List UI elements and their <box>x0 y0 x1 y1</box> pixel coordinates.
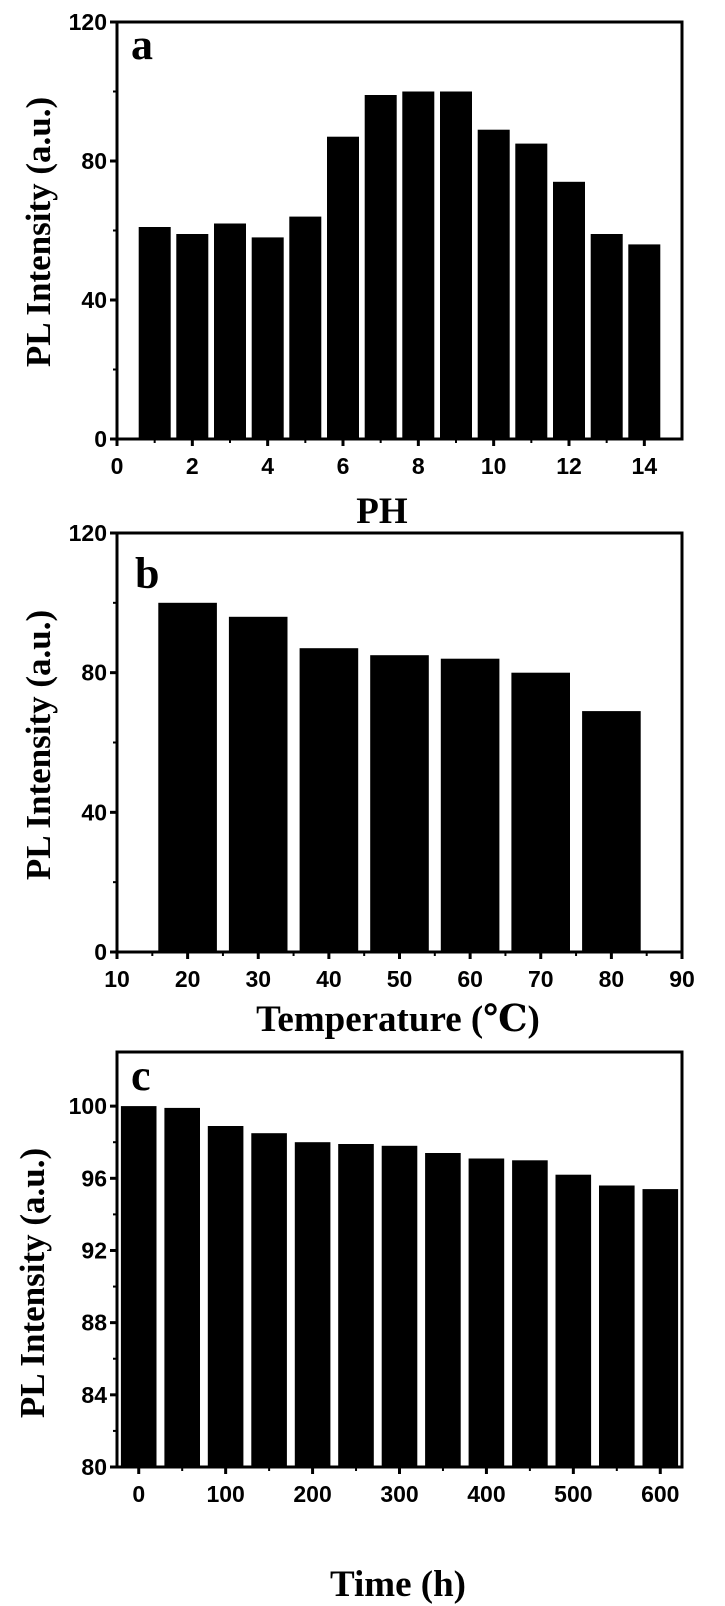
panel-b: 10 20 30 40 50 60 70 80 90 0 40 80 120 b Temperature… <box>19 520 695 1040</box>
bar-a-10 <box>477 129 510 439</box>
x-tick-label-c-0: 0 <box>132 1481 145 1507</box>
x-tick-label-b-60: 60 <box>457 966 483 992</box>
x-tick-label-b-50: 50 <box>387 966 413 992</box>
x-tick-label-a-8: 8 <box>412 453 425 479</box>
bar-a-5 <box>289 216 322 439</box>
panel-a: 0 2 4 6 8 10 12 14 0 40 80 120 a PH PL Intensity (a… <box>19 9 684 532</box>
y-tick-label-a-120: 120 <box>69 9 107 35</box>
y-tick-label-b-0: 0 <box>94 939 107 965</box>
bar-c-150 <box>251 1133 287 1467</box>
x-tick-label-b-40: 40 <box>316 966 342 992</box>
axis-ticks-b: 10 20 30 40 50 60 70 80 90 0 40 80 120 <box>69 520 695 992</box>
bar-a-2 <box>176 234 209 439</box>
x-tick-label-a-12: 12 <box>556 453 582 479</box>
y-tick-label-b-40: 40 <box>81 799 107 825</box>
axis-ticks-c: 0 100 200 300 400 500 600 80 84 88 92 96 100 <box>69 1093 680 1507</box>
y-tick-label-c-84: 84 <box>81 1382 107 1408</box>
x-tick-label-a-14: 14 <box>632 453 658 479</box>
bar-b-80 <box>582 711 641 952</box>
panel-label-a: a <box>131 20 153 69</box>
y-tick-label-a-80: 80 <box>81 148 107 174</box>
x-tick-label-b-30: 30 <box>245 966 271 992</box>
bar-b-30 <box>228 616 288 952</box>
bar-c-0 <box>120 1106 157 1467</box>
panel-label-b: b <box>135 549 159 598</box>
y-tick-label-c-100: 100 <box>69 1093 107 1119</box>
x-tick-label-b-20: 20 <box>175 966 201 992</box>
bar-a-11 <box>515 143 548 439</box>
bar-a-12 <box>553 181 585 440</box>
x-tick-label-b-90: 90 <box>669 966 695 992</box>
bar-c-200 <box>294 1142 331 1467</box>
panel-c: 0 100 200 300 400 500 600 80 84 88 92 96 100 c Time … <box>13 1050 684 1605</box>
bar-c-600 <box>642 1189 679 1467</box>
bar-c-500 <box>555 1174 592 1467</box>
panel-label-c: c <box>131 1051 151 1100</box>
bar-c-50 <box>164 1107 200 1467</box>
y-tick-label-c-80: 80 <box>81 1454 107 1480</box>
bar-c-100 <box>207 1126 244 1467</box>
bar-c-400 <box>468 1158 505 1467</box>
bar-a-7 <box>364 95 397 439</box>
bar-a-9 <box>440 91 472 439</box>
bar-c-450 <box>512 1160 548 1467</box>
y-tick-label-c-88: 88 <box>81 1310 107 1336</box>
bar-c-300 <box>381 1145 418 1467</box>
x-tick-label-c-300: 300 <box>380 1481 418 1507</box>
y-tick-label-a-0: 0 <box>94 426 107 452</box>
x-tick-label-b-10: 10 <box>104 966 130 992</box>
y-tick-label-b-120: 120 <box>69 520 107 546</box>
bars-c <box>120 1106 679 1467</box>
bar-a-4 <box>251 237 284 439</box>
bar-b-70 <box>511 672 570 952</box>
x-tick-label-a-10: 10 <box>481 453 507 479</box>
bar-c-550 <box>599 1185 635 1467</box>
y-tick-label-b-80: 80 <box>81 660 107 686</box>
bar-b-20 <box>158 602 217 952</box>
bar-b-50 <box>370 655 429 952</box>
x-tick-label-c-100: 100 <box>206 1481 244 1507</box>
bar-a-14 <box>628 244 661 439</box>
bar-a-8 <box>402 91 435 439</box>
x-axis-title-b: Temperature (℃) <box>256 999 540 1040</box>
x-tick-label-a-2: 2 <box>186 453 199 479</box>
axis-ticks-a: 0 2 4 6 8 10 12 14 0 40 80 120 <box>69 9 658 479</box>
y-axis-title-b: PL Intensity (a.u.) <box>19 610 58 880</box>
bar-c-250 <box>338 1144 374 1467</box>
bar-a-13 <box>590 234 623 439</box>
y-tick-label-c-92: 92 <box>81 1237 107 1263</box>
bar-a-6 <box>327 136 359 439</box>
x-tick-label-c-200: 200 <box>293 1481 331 1507</box>
x-tick-label-b-70: 70 <box>528 966 554 992</box>
x-tick-label-a-0: 0 <box>111 453 124 479</box>
x-tick-label-c-400: 400 <box>467 1481 505 1507</box>
bar-b-40 <box>299 648 359 952</box>
y-axis-title-a: PL Intensity (a.u.) <box>19 97 58 367</box>
x-axis-title-a: PH <box>356 491 408 532</box>
x-tick-label-a-6: 6 <box>337 453 350 479</box>
bar-b-60 <box>440 658 500 952</box>
x-tick-label-a-4: 4 <box>261 453 274 479</box>
y-axis-title-c: PL Intensity (a.u.) <box>13 1148 52 1418</box>
y-tick-label-c-96: 96 <box>81 1165 107 1191</box>
bar-a-3 <box>214 223 246 439</box>
bar-c-350 <box>425 1153 461 1467</box>
x-tick-label-c-500: 500 <box>554 1481 592 1507</box>
bars-a <box>138 91 661 440</box>
x-tick-label-c-600: 600 <box>641 1481 679 1507</box>
x-tick-label-b-80: 80 <box>599 966 625 992</box>
y-tick-label-a-40: 40 <box>81 287 107 313</box>
bar-a-1 <box>138 227 171 439</box>
bars-b <box>158 602 641 952</box>
x-axis-title-c: Time (h) <box>330 1564 466 1605</box>
